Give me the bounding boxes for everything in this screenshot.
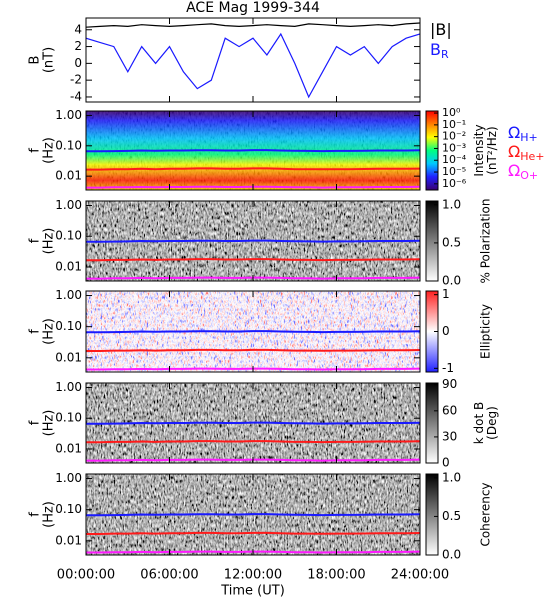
- series-line: [86, 167, 420, 171]
- colorbar-label: % Polarization: [479, 199, 493, 284]
- y-axis-label: B: [28, 56, 43, 65]
- x-tick-label: 00:00:00: [57, 568, 115, 583]
- y-axis-label: (nT): [42, 47, 57, 73]
- y-axis-label: f: [28, 512, 43, 517]
- legend-subscript: He+: [520, 150, 544, 163]
- y-tick-label: 4: [74, 22, 82, 36]
- colorbar-tick-label: 10⁰: [442, 106, 461, 119]
- y-tick-label: 1.00: [55, 380, 82, 394]
- y-tick-label: 2: [74, 39, 82, 53]
- colorbar-label: Ellipticity: [479, 304, 493, 359]
- y-tick-label: 0.01: [55, 169, 82, 183]
- y-axis-label: (Hz): [42, 228, 57, 255]
- legend-entry: ΩO+: [508, 161, 538, 183]
- y-tick-label: 0.01: [55, 259, 82, 273]
- colorbar-tick-label: -1: [442, 361, 454, 375]
- y-tick-label: 0.01: [55, 533, 82, 547]
- y-tick-label: 0.10: [55, 411, 82, 425]
- series-line: [86, 348, 420, 352]
- legend-name: Ω: [508, 123, 520, 142]
- colorbar-tick-label: 30: [442, 429, 457, 443]
- y-tick-label: -4: [70, 89, 82, 103]
- legend-entry: |B|: [430, 20, 452, 39]
- colorbar-label: k dot B: [472, 402, 486, 444]
- colorbar-tick-label: 60: [442, 403, 457, 417]
- colorbar-tick-label: 10⁻²: [442, 130, 466, 143]
- series-line: [86, 421, 420, 425]
- legend-entry: ΩH+: [508, 123, 538, 145]
- colorbar-label: Coherency: [479, 482, 493, 546]
- colorbar: [425, 200, 439, 282]
- colorbar-tick-label: 0.0: [442, 274, 461, 288]
- legend-subscript: R: [441, 48, 449, 61]
- colorbar-tick-label: 10⁻⁵: [442, 165, 466, 178]
- colorbar: [425, 382, 439, 464]
- legend-subscript: O+: [520, 169, 538, 182]
- chart-title: ACE Mag 1999-344: [186, 0, 320, 16]
- colorbar: [425, 473, 439, 556]
- y-tick-label: 1.00: [55, 108, 82, 122]
- y-tick-label: 0.10: [55, 319, 82, 333]
- series-line: [86, 239, 420, 243]
- y-tick-label: 1.00: [55, 471, 82, 485]
- colorbar: [425, 110, 439, 191]
- colorbar-tick-label: 10⁻¹: [442, 118, 466, 131]
- colorbar-tick-label: 0: [442, 456, 450, 470]
- y-tick-label: 0.10: [55, 502, 82, 516]
- x-axis-label: Time (UT): [220, 584, 285, 599]
- y-tick-label: 0.10: [55, 138, 82, 152]
- colorbar-tick-label: 1: [442, 287, 450, 301]
- legend-name: |B|: [430, 20, 452, 39]
- y-axis-label: f: [28, 329, 43, 334]
- colorbar-tick-label: 0: [442, 324, 450, 338]
- colorbar-tick-label: 0.5: [442, 235, 461, 249]
- colorbar-label: Intensity: [472, 124, 486, 176]
- y-tick-label: -2: [70, 73, 82, 87]
- y-tick-label: 0.01: [55, 350, 82, 364]
- colorbar-tick-label: 0.5: [442, 509, 461, 523]
- y-tick-label: 1.00: [55, 198, 82, 212]
- y-axis-label: (Hz): [42, 137, 57, 164]
- x-tick-label: 24:00:00: [391, 568, 449, 583]
- legend-subscript: H+: [520, 131, 538, 144]
- x-tick-label: 18:00:00: [307, 568, 365, 583]
- y-tick-label: 0.10: [55, 229, 82, 243]
- colorbar-tick-label: 90: [442, 377, 457, 391]
- x-tick-label: 12:00:00: [224, 568, 282, 583]
- colorbar-tick-label: 1.0: [442, 470, 461, 484]
- y-axis-label: f: [28, 148, 43, 153]
- y-axis-label: (Hz): [42, 318, 57, 345]
- legend-name: B: [430, 40, 441, 59]
- series-line: [86, 531, 420, 535]
- y-tick-label: 0: [74, 56, 82, 70]
- legend-name: Ω: [508, 142, 520, 161]
- y-tick-label: 1.00: [55, 288, 82, 302]
- y-axis-label: f: [28, 238, 43, 243]
- series-line: [86, 513, 420, 517]
- colorbar-label: (Deg): [485, 406, 499, 440]
- series-line: [86, 330, 420, 334]
- colorbar-tick-label: 10⁻⁶: [442, 177, 467, 190]
- plot-frame: [85, 17, 421, 103]
- x-tick-label: 06:00:00: [140, 568, 198, 583]
- colorbar-tick-label: 1.0: [442, 197, 461, 211]
- y-axis-label: (Hz): [42, 410, 57, 437]
- colorbar-tick-label: 10⁻³: [442, 141, 466, 154]
- y-axis-label: f: [28, 420, 43, 425]
- series-line: [86, 22, 420, 28]
- series-line: [86, 440, 420, 444]
- series-line: [86, 149, 420, 153]
- y-tick-label: 0.01: [55, 441, 82, 455]
- legend-entry: BR: [430, 40, 449, 62]
- colorbar-tick-label: 0.0: [442, 548, 461, 562]
- y-axis-label: (Hz): [42, 501, 57, 528]
- legend-entry: ΩHe+: [508, 142, 545, 164]
- colorbar-tick-label: 10⁻⁴: [442, 153, 467, 166]
- series-line: [86, 258, 420, 262]
- legend-name: Ω: [508, 161, 520, 180]
- series-line: [86, 32, 420, 99]
- colorbar-label: (nT²/Hz): [485, 126, 499, 174]
